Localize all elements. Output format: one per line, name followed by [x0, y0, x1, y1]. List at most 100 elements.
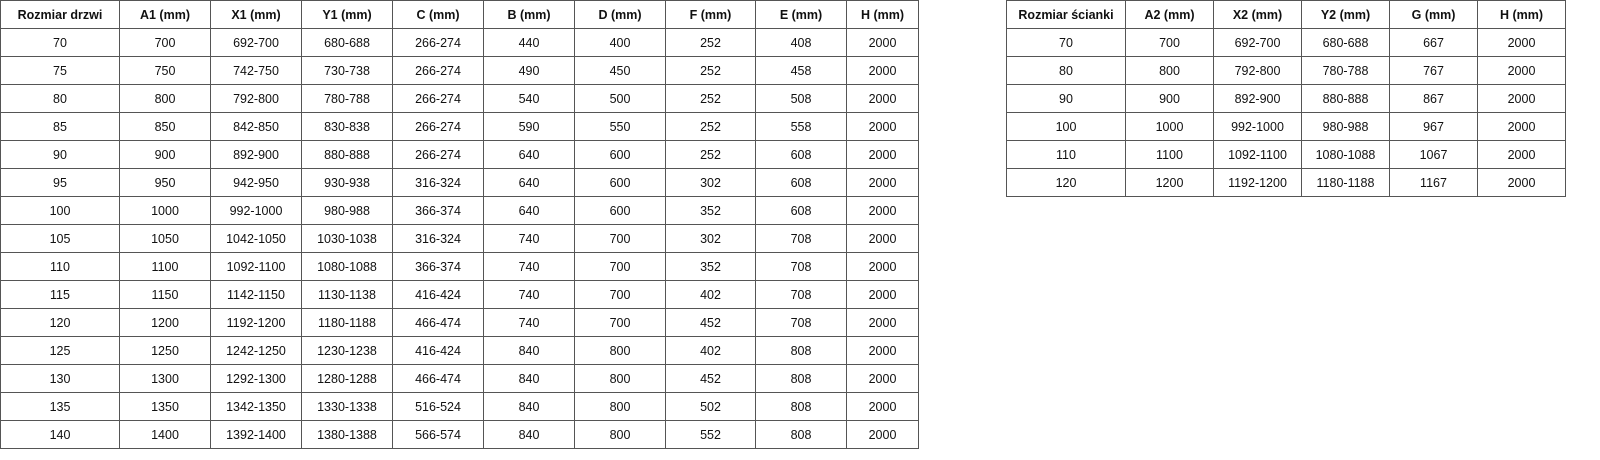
table-cell: 1400	[119, 420, 211, 449]
table-row: 125 1250 1242-1250 1230-1238 416-424 840 800 40…	[0, 336, 919, 365]
table-cell: 1080-1088	[301, 252, 393, 281]
table-cell: 692-700	[1213, 28, 1302, 57]
table-row: 140 1400 1392-1400 1380-1388 566-574 840 800 55…	[0, 420, 919, 449]
table-cell: 2000	[846, 392, 919, 421]
table-cell: 1250	[119, 336, 211, 365]
table-cell: 800	[119, 84, 211, 113]
table-cell: 252	[665, 28, 756, 57]
table-cell: 120	[0, 308, 120, 337]
table-cell: 800	[574, 392, 666, 421]
table-cell: 1230-1238	[301, 336, 393, 365]
table-cell: 750	[119, 56, 211, 85]
table-cell: 2000	[846, 28, 919, 57]
table-cell: 558	[755, 112, 847, 141]
table-cell: 2000	[846, 196, 919, 225]
table-cell: 550	[574, 112, 666, 141]
table-cell: 740	[483, 252, 575, 281]
table-cell: 1292-1300	[210, 364, 302, 393]
table-cell: 880-888	[301, 140, 393, 169]
table-cell: 600	[574, 196, 666, 225]
table-cell: 740	[483, 308, 575, 337]
table-cell: 402	[665, 280, 756, 309]
table-cell: 1300	[119, 364, 211, 393]
table-cell: 2000	[846, 224, 919, 253]
table-cell: 930-938	[301, 168, 393, 197]
table-cell: 680-688	[1301, 28, 1390, 57]
column-header: G (mm)	[1389, 0, 1478, 29]
table-cell: 792-800	[210, 84, 302, 113]
column-header: H (mm)	[1477, 0, 1566, 29]
table-cell: 80	[0, 84, 120, 113]
table-cell: 252	[665, 56, 756, 85]
table-cell: 840	[483, 364, 575, 393]
table-cell: 400	[574, 28, 666, 57]
table-cell: 2000	[1477, 84, 1566, 113]
table-cell: 90	[1006, 84, 1126, 113]
table-cell: 700	[1125, 28, 1214, 57]
table-cell: 1000	[119, 196, 211, 225]
table-cell: 840	[483, 392, 575, 421]
table-cell: 266-274	[392, 112, 484, 141]
table-cell: 1350	[119, 392, 211, 421]
column-header: Rozmiar drzwi	[0, 0, 120, 29]
table-row: 90 900 892-900 880-888 867 2000	[1006, 84, 1566, 113]
table-cell: 1342-1350	[210, 392, 302, 421]
table-cell: 458	[755, 56, 847, 85]
door-dimensions-table: Rozmiar drzwi A1 (mm) X1 (mm) Y1 (mm) C (mm)…	[0, 0, 919, 449]
table-cell: 100	[0, 196, 120, 225]
table-cell: 316-324	[392, 168, 484, 197]
table-cell: 740	[483, 224, 575, 253]
table-row: 105 1050 1042-1050 1030-1038 316-324 740 700 30…	[0, 224, 919, 253]
table-cell: 1142-1150	[210, 280, 302, 309]
table-cell: 490	[483, 56, 575, 85]
table-cell: 252	[665, 140, 756, 169]
table-cell: 700	[574, 308, 666, 337]
table-cell: 1180-1188	[1301, 168, 1390, 197]
table-cell: 452	[665, 364, 756, 393]
table-cell: 266-274	[392, 28, 484, 57]
table-cell: 110	[1006, 140, 1126, 169]
table-cell: 408	[755, 28, 847, 57]
table-cell: 466-474	[392, 364, 484, 393]
table-cell: 967	[1389, 112, 1478, 141]
table-cell: 708	[755, 252, 847, 281]
table-cell: 1392-1400	[210, 420, 302, 449]
table-row: 80 800 792-800 780-788 767 2000	[1006, 56, 1566, 85]
table-row: 130 1300 1292-1300 1280-1288 466-474 840 800 45…	[0, 364, 919, 393]
table-cell: 808	[755, 392, 847, 421]
table-cell: 800	[574, 420, 666, 449]
table-cell: 1180-1188	[301, 308, 393, 337]
table-row: 90 900 892-900 880-888 266-274 640 600 252 608 20…	[0, 140, 919, 169]
table-cell: 266-274	[392, 140, 484, 169]
table-cell: 70	[1006, 28, 1126, 57]
table-cell: 1100	[119, 252, 211, 281]
table-cell: 2000	[846, 364, 919, 393]
table-cell: 302	[665, 168, 756, 197]
table-cell: 850	[119, 112, 211, 141]
table-cell: 830-838	[301, 112, 393, 141]
table-cell: 2000	[846, 420, 919, 449]
table-cell: 742-750	[210, 56, 302, 85]
column-header: A2 (mm)	[1125, 0, 1214, 29]
table-cell: 2000	[1477, 140, 1566, 169]
table-row: 80 800 792-800 780-788 266-274 540 500 252 508 20…	[0, 84, 919, 113]
table-cell: 692-700	[210, 28, 302, 57]
table-cell: 708	[755, 308, 847, 337]
table-cell: 942-950	[210, 168, 302, 197]
table-cell: 840	[483, 420, 575, 449]
table-cell: 590	[483, 112, 575, 141]
column-header: B (mm)	[483, 0, 575, 29]
table-cell: 130	[0, 364, 120, 393]
table-cell: 516-524	[392, 392, 484, 421]
table-cell: 600	[574, 168, 666, 197]
table-cell: 892-900	[1213, 84, 1302, 113]
table-cell: 1330-1338	[301, 392, 393, 421]
table-cell: 1242-1250	[210, 336, 302, 365]
table-cell: 1080-1088	[1301, 140, 1390, 169]
table-cell: 740	[483, 280, 575, 309]
column-header: E (mm)	[755, 0, 847, 29]
table-cell: 1192-1200	[210, 308, 302, 337]
table-cell: 800	[574, 336, 666, 365]
table-header-row: Rozmiar ścianki A2 (mm) X2 (mm) Y2 (mm) G (m…	[1006, 0, 1566, 29]
table-cell: 90	[0, 140, 120, 169]
